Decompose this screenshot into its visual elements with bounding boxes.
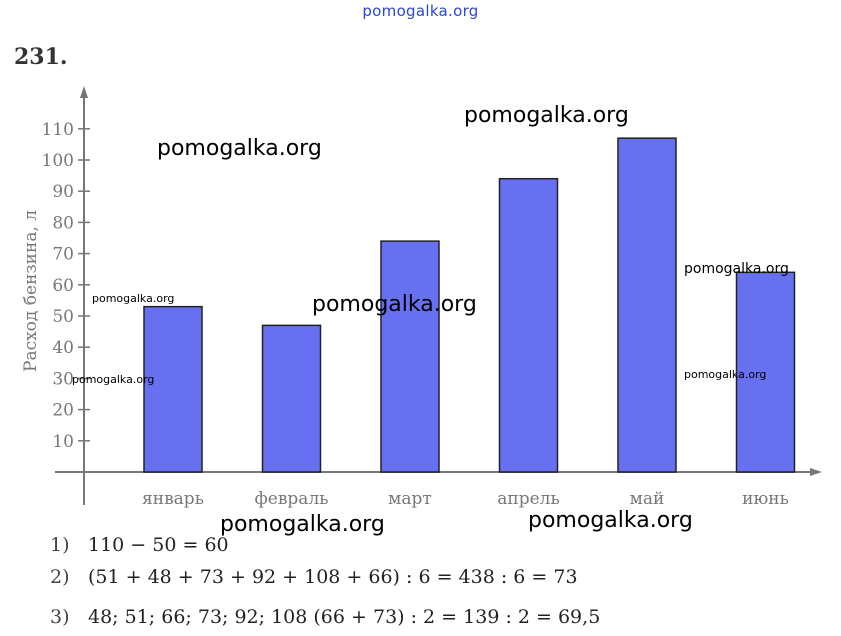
solution-number: 2) [50, 566, 70, 588]
watermark: pomogalka.org [312, 292, 477, 317]
x-tick-label: май [630, 489, 665, 509]
solution-line-2: 2) (51 + 48 + 73 + 92 + 108 + 66) : 6 = 4… [50, 566, 578, 588]
bar-июнь [735, 271, 796, 473]
bars [143, 137, 796, 473]
y-tick-label: 30 [52, 369, 74, 389]
watermark: pomogalka.org [72, 373, 155, 386]
x-tick-label: январь [142, 489, 204, 509]
y-tick-label: 90 [52, 182, 74, 202]
y-tick-label: 80 [52, 213, 74, 233]
bar-май [617, 137, 677, 473]
x-tick-label: апрель [497, 489, 559, 509]
x-tick-label: июнь [742, 489, 789, 509]
bar-апрель [498, 177, 559, 473]
y-axis [80, 86, 88, 505]
watermark: pomogalka.org [92, 292, 175, 305]
solution-text: 48; 51; 66; 73; 92; 108 (66 + 73) : 2 = … [88, 606, 601, 628]
y-axis-label: Расход бензина, л [21, 210, 41, 372]
y-tick-label: 60 [52, 276, 74, 296]
x-tick-label: февраль [254, 489, 328, 509]
y-tick-label: 10 [52, 432, 74, 452]
y-tick-label: 100 [42, 151, 74, 171]
bar-март [380, 240, 440, 473]
watermark: pomogalka.org [220, 512, 385, 537]
y-tick-label: 50 [52, 307, 74, 327]
solution-number: 3) [50, 606, 70, 628]
bar-январь [143, 305, 203, 473]
solution-line-3: 3) 48; 51; 66; 73; 92; 108 (66 + 73) : 2 … [50, 606, 600, 628]
solution-text: (51 + 48 + 73 + 92 + 108 + 66) : 6 = 438… [88, 566, 578, 588]
x-tick-label: март [388, 489, 432, 509]
y-tick-label: 110 [42, 120, 74, 140]
solution-line-1: 1) 110 − 50 = 60 [50, 534, 229, 556]
problem-number: 231. [14, 44, 68, 70]
bar-chart: 10 20 30 40 50 60 70 80 90 100 110 январь февраль ма… [21, 86, 822, 509]
bar-февраль [261, 324, 322, 473]
watermark: pomogalka.org [684, 368, 767, 381]
solution-text: 110 − 50 = 60 [88, 534, 229, 556]
watermark: pomogalka.org [464, 103, 629, 128]
y-tick-label: 70 [52, 245, 74, 265]
header-watermark: pomogalka.org [362, 2, 479, 20]
watermark: pomogalka.org [684, 261, 789, 277]
solution-number: 1) [50, 534, 70, 556]
y-tick-label: 40 [52, 338, 74, 358]
y-tick-label: 20 [52, 401, 74, 421]
watermark: pomogalka.org [157, 136, 322, 161]
y-ticks: 10 20 30 40 50 60 70 80 90 100 110 [42, 120, 90, 452]
x-tick-labels: январь февраль март апрель май июнь [142, 489, 789, 509]
watermark: pomogalka.org [528, 508, 693, 533]
